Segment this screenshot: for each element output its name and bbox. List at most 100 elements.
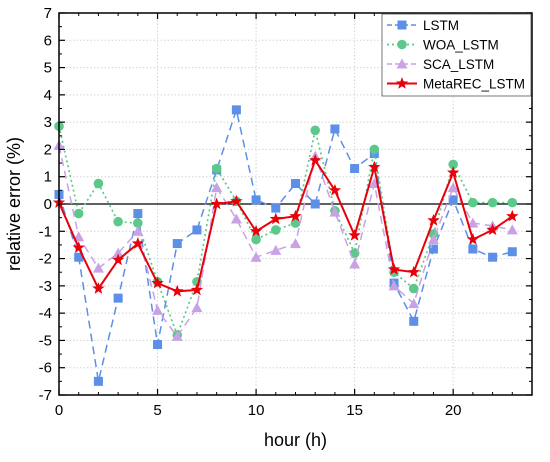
data-point xyxy=(171,330,183,341)
legend-marker xyxy=(395,77,409,89)
data-point xyxy=(112,247,124,258)
data-point xyxy=(93,178,104,189)
data-point xyxy=(153,340,163,350)
data-point xyxy=(290,218,301,228)
data-point xyxy=(427,233,439,244)
series-line xyxy=(58,145,513,338)
data-point xyxy=(330,124,340,134)
legend-entry: MetaREC_LSTM xyxy=(387,77,525,92)
y-tick-label: -2 xyxy=(39,251,52,268)
data-point xyxy=(290,238,301,249)
y-tick-label: -4 xyxy=(39,305,52,322)
data-point xyxy=(251,234,261,245)
legend-marker xyxy=(396,58,408,69)
data-point xyxy=(350,164,360,174)
data-point xyxy=(466,232,480,245)
x-tick-label: 15 xyxy=(346,402,363,419)
data-point xyxy=(172,239,182,249)
data-point xyxy=(113,216,123,227)
series-line xyxy=(58,126,513,338)
data-point xyxy=(269,212,282,225)
data-point xyxy=(349,248,360,258)
legend-entry: WOA_LSTM xyxy=(387,38,499,53)
y-tick-label: 3 xyxy=(44,114,52,131)
data-point xyxy=(407,265,420,278)
data-point xyxy=(211,163,222,174)
data-point xyxy=(249,224,263,237)
legend-entry: SCA_LSTM xyxy=(387,57,494,72)
data-point xyxy=(289,209,302,222)
legend-label: LSTM xyxy=(423,18,459,33)
data-point xyxy=(388,280,400,291)
data-point xyxy=(409,316,419,326)
x-tick-label: 10 xyxy=(248,402,265,419)
data-point xyxy=(111,253,125,266)
y-tick-label: 2 xyxy=(44,141,52,158)
y-tick-label: 7 xyxy=(44,5,52,22)
data-point xyxy=(93,376,103,386)
data-point xyxy=(191,302,203,313)
data-point xyxy=(171,284,184,297)
legend: LSTM WOA_LSTM SCA_LSTM MetaREC_LSTM xyxy=(381,13,532,97)
data-point xyxy=(132,225,144,236)
data-point xyxy=(486,223,499,236)
legend-marker xyxy=(397,20,407,30)
data-point xyxy=(151,276,164,289)
data-point xyxy=(368,160,381,173)
data-point xyxy=(328,183,342,196)
data-point xyxy=(448,159,458,170)
y-tick-label: -3 xyxy=(39,278,52,295)
data-point xyxy=(329,206,341,217)
data-point xyxy=(506,224,518,235)
legend-label: MetaREC_LSTM xyxy=(423,77,525,92)
y-tick-label: 4 xyxy=(44,87,52,104)
data-point xyxy=(92,262,104,273)
data-point xyxy=(271,203,281,213)
series-metarec-lstm xyxy=(52,153,519,297)
legend-label: SCA_LSTM xyxy=(423,57,494,72)
data-point xyxy=(468,197,478,208)
y-tick-label: -5 xyxy=(39,332,52,349)
data-point xyxy=(369,144,380,155)
data-point xyxy=(230,194,243,207)
data-point xyxy=(133,209,143,219)
data-point xyxy=(250,251,262,262)
x-tick-label: 0 xyxy=(55,402,63,419)
y-tick-label: -1 xyxy=(39,223,52,240)
legend-entry: LSTM xyxy=(387,18,459,33)
data-point xyxy=(349,258,361,269)
data-point xyxy=(428,244,438,254)
data-point xyxy=(231,105,241,115)
y-tick-label: -6 xyxy=(39,360,52,377)
data-point xyxy=(152,304,164,315)
y-tick-label: -7 xyxy=(39,387,52,404)
x-tick-label: 5 xyxy=(153,402,161,419)
legend-label: WOA_LSTM xyxy=(423,38,499,53)
data-point xyxy=(131,237,145,249)
data-point xyxy=(270,244,282,255)
data-point xyxy=(92,282,105,294)
series-line xyxy=(58,158,513,293)
y-tick-label: 6 xyxy=(44,32,52,49)
x-tick-label: 20 xyxy=(445,402,462,419)
data-point xyxy=(211,182,223,193)
y-axis-title: relative error (%) xyxy=(4,137,24,271)
data-point xyxy=(73,208,84,219)
data-point xyxy=(190,283,204,296)
data-point xyxy=(447,182,459,193)
data-point xyxy=(507,197,518,208)
y-tick-label: 0 xyxy=(44,196,52,213)
data-point xyxy=(73,231,85,242)
y-tick-label: 5 xyxy=(44,60,52,77)
data-point xyxy=(310,125,321,136)
data-point xyxy=(446,166,460,178)
data-point xyxy=(310,199,320,209)
data-point xyxy=(348,228,361,241)
data-point xyxy=(210,197,223,210)
data-point xyxy=(448,195,458,205)
data-point xyxy=(427,213,440,226)
axes: -7 -6 -5 -4 -3 -2 -1 0 1 2 3 4 5 6 7 0 5 10 15 20 xyxy=(39,5,532,419)
data-point xyxy=(387,262,401,275)
data-point xyxy=(72,241,85,253)
